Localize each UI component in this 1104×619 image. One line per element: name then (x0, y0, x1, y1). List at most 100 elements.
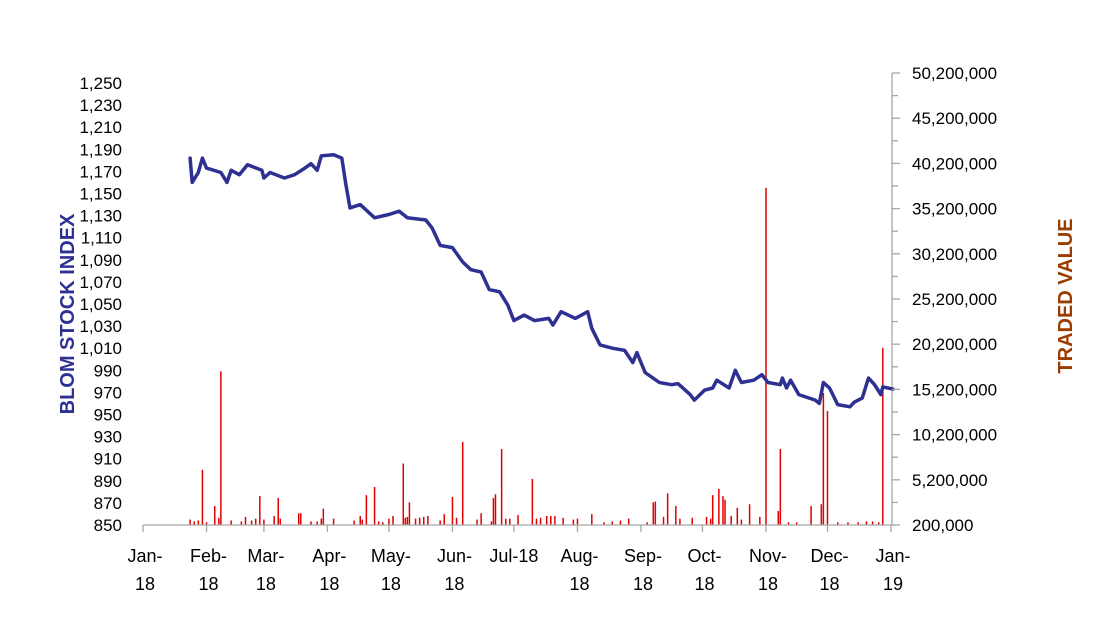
x-tick-label: 18 (758, 574, 778, 594)
traded-value-bar (539, 517, 542, 525)
traded-value-bar (562, 517, 564, 525)
index-line (188, 153, 895, 409)
traded-value-bar (531, 478, 534, 525)
right-tick-label: 10,200,000 (912, 426, 997, 445)
traded-value-bar (316, 521, 318, 525)
traded-value-bar (810, 506, 812, 525)
traded-value-bar (666, 493, 669, 525)
x-tick-label: Oct- (687, 546, 721, 566)
x-tick-label: 18 (819, 574, 839, 594)
x-tick-label: 18 (381, 574, 401, 594)
left-tick-label: 1,010 (79, 339, 122, 358)
right-tick-label: 30,200,000 (912, 245, 997, 264)
traded-value-bar (197, 520, 200, 525)
traded-value-bar (494, 494, 497, 525)
traded-value-bar (847, 522, 849, 525)
left-tick-label: 950 (94, 406, 122, 425)
traded-value-bar (189, 519, 191, 525)
traded-value-bar (353, 520, 355, 525)
traded-value-bar (273, 515, 275, 525)
traded-value-bar (603, 522, 605, 525)
right-axis-title: TRADED VALUE (1055, 218, 1077, 373)
right-tick-label: 5,200,000 (912, 471, 988, 490)
x-tick-label: 19 (883, 574, 903, 594)
traded-value-bar (492, 497, 495, 525)
traded-value-bar (724, 499, 726, 525)
traded-value-bar (787, 522, 790, 525)
left-tick-label: 970 (94, 383, 122, 402)
traded-value-bar (646, 522, 648, 525)
left-tick-label: 1,070 (79, 273, 122, 292)
left-tick-label: 1,050 (79, 295, 122, 314)
traded-value-bar (576, 518, 579, 525)
right-axis-ticks: 200,000 5,200,000 10,200,000 15,200,000 20,2… (892, 64, 997, 535)
traded-value-bar (259, 496, 261, 525)
traded-value-bar (377, 521, 380, 525)
left-tick-label: 850 (94, 516, 122, 535)
traded-value-bar (205, 522, 208, 525)
traded-value-bar (193, 521, 195, 525)
left-tick-label: 930 (94, 428, 122, 447)
traded-value-bar (365, 495, 368, 525)
traded-value-bar (591, 514, 593, 525)
traded-value-bar (718, 488, 720, 525)
traded-value-bar (279, 518, 282, 525)
left-tick-label: 1,150 (79, 185, 122, 204)
left-tick-label: 1,110 (81, 229, 122, 248)
traded-value-bar (736, 507, 739, 525)
traded-value-bar (836, 522, 839, 525)
traded-value-bar (439, 520, 441, 525)
x-tick-label: Sep- (624, 546, 662, 566)
traded-value-bar (545, 515, 548, 525)
traded-value-bar (504, 518, 507, 525)
traded-value-bar (423, 516, 425, 525)
traded-value-bar (451, 496, 454, 525)
traded-value-bar (730, 515, 732, 525)
traded-value-bar (240, 521, 243, 525)
traded-value-bar (408, 502, 411, 525)
traded-value-bars (189, 187, 884, 526)
traded-value-bar (461, 441, 464, 525)
left-tick-label: 1,030 (79, 317, 122, 336)
traded-value-bar (490, 521, 493, 525)
traded-value-bar (550, 515, 552, 525)
traded-value-bar (820, 504, 823, 525)
x-tick-label: Dec- (810, 546, 848, 566)
traded-value-bar (877, 522, 880, 525)
traded-value-bar (476, 519, 478, 525)
left-tick-label: 1,230 (79, 96, 122, 115)
traded-value-bar (218, 517, 220, 525)
traded-value-bar (402, 463, 405, 525)
traded-value-bar (662, 516, 665, 525)
traded-value-bar (865, 521, 868, 525)
traded-value-bar (654, 501, 657, 525)
traded-value-bar (388, 518, 390, 525)
traded-value-bar (777, 510, 780, 525)
traded-value-bar (220, 371, 222, 525)
traded-value-bar (250, 520, 253, 525)
x-tick-label: 18 (199, 574, 219, 594)
traded-value-bar (795, 522, 798, 525)
x-tick-label: 18 (444, 574, 464, 594)
traded-value-bar (882, 347, 884, 525)
traded-value-bar (679, 518, 681, 525)
traded-value-bar (373, 487, 376, 525)
traded-value-bar (535, 518, 538, 525)
x-tick-label: 18 (256, 574, 276, 594)
traded-value-bar (414, 518, 417, 525)
traded-value-bar (443, 514, 445, 525)
traded-value-bar (500, 449, 503, 525)
traded-value-bar (627, 518, 630, 525)
traded-value-bar (822, 393, 825, 525)
x-tick-label: Jun- (437, 546, 472, 566)
traded-value-bar (320, 518, 323, 525)
traded-value-bar (361, 519, 364, 525)
traded-value-bar (406, 516, 409, 525)
traded-value-bar (404, 517, 407, 525)
traded-value-bar (619, 520, 622, 525)
x-axis-ticks: Jan- 18 Feb- 18 Mar- 18 Apr- 18 May- 18 Jun- 18 Jul-… (127, 525, 911, 594)
right-tick-label: 50,200,000 (912, 64, 997, 83)
traded-value-bar (230, 520, 232, 525)
traded-value-bar (748, 504, 751, 525)
